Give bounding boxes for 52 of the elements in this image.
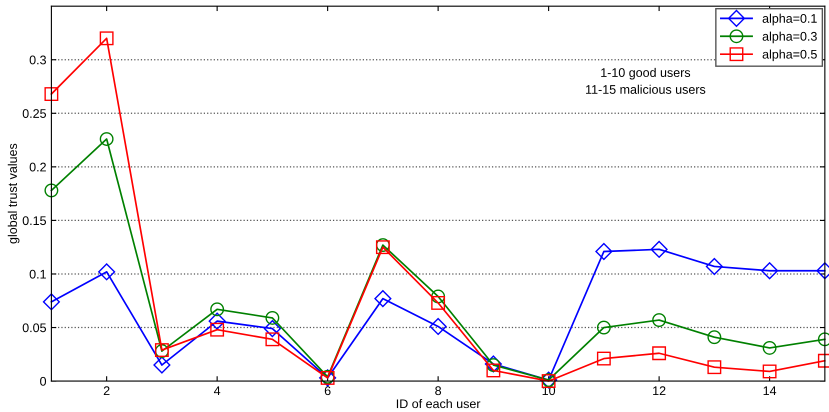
point [762, 364, 777, 378]
point [707, 360, 722, 374]
y-tick-label: 0.15 [22, 216, 46, 226]
x-tick-label: 12 [653, 386, 666, 396]
point [376, 240, 390, 254]
point [761, 262, 778, 280]
x-tick-label: 6 [324, 386, 331, 396]
legend-label: alpha=0.1 [762, 14, 817, 26]
point [265, 332, 280, 346]
point [596, 320, 611, 334]
point [100, 31, 114, 46]
x-tick-label: 4 [214, 386, 220, 396]
x-axis-title: ID of each user [396, 399, 480, 408]
point [210, 302, 224, 316]
legend-label: alpha=0.5 [762, 49, 817, 62]
y-tick-label: 0.25 [22, 109, 46, 118]
point [44, 183, 58, 198]
point [652, 346, 666, 360]
point [484, 355, 502, 373]
y-tick-label: 0.05 [22, 323, 46, 332]
legend-label: alpha=0.3 [762, 32, 817, 44]
annotation: 1-10 good users [601, 68, 690, 80]
y-tick-label: 0.2 [30, 162, 46, 172]
point [596, 352, 611, 366]
x-tick-label: 2 [104, 386, 110, 396]
point [707, 330, 722, 344]
point [100, 132, 114, 146]
point [98, 263, 116, 280]
y-axis-title: global trust values [8, 144, 20, 244]
point [374, 290, 392, 308]
point [595, 242, 612, 260]
point [42, 293, 60, 310]
y-tick-label: 0 [40, 376, 46, 386]
point [264, 320, 281, 338]
x-tick-label: 8 [435, 386, 442, 396]
point [208, 312, 226, 330]
annotation: 11-15 malicious users [586, 84, 706, 94]
point [44, 87, 58, 101]
point [652, 313, 666, 327]
point [430, 318, 447, 336]
x-tick-label: 14 [764, 386, 776, 396]
point [431, 290, 446, 304]
y-tick-label: 0.1 [30, 270, 46, 279]
point [153, 356, 170, 374]
point [650, 240, 668, 258]
point [431, 296, 446, 310]
point [706, 258, 723, 276]
point [210, 322, 224, 337]
point [762, 340, 777, 355]
point [376, 238, 390, 252]
y-tick-label: 0.3 [30, 56, 46, 64]
point [265, 310, 280, 325]
